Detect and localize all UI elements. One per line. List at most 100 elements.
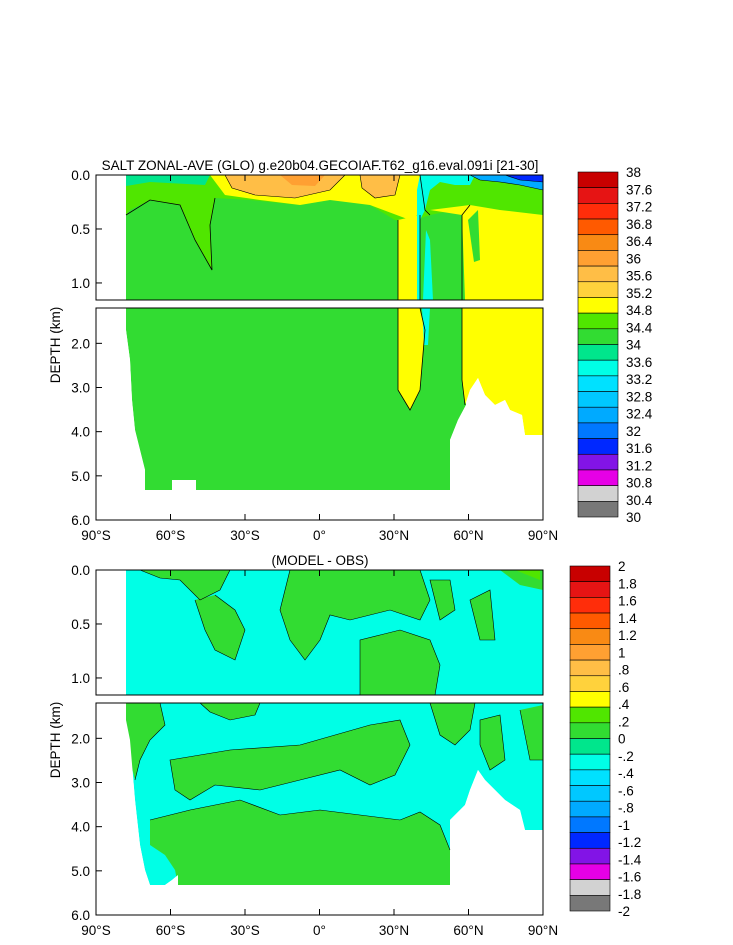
colorbar-swatch xyxy=(577,359,619,377)
x-tick-label: 0° xyxy=(313,528,326,543)
x-tick-label: 30°S xyxy=(230,923,259,938)
colorbar-label: 30.4 xyxy=(626,493,653,508)
colorbar-swatch xyxy=(577,187,619,204)
colorbar-swatch xyxy=(569,800,611,818)
salinity-axes: 90°S 60°S 30°S 0° 30°N 60°N 90°N 0.0 0.5 1.0 2.0 3.… xyxy=(71,168,558,543)
y-tick-label: 3.0 xyxy=(71,381,90,396)
y-tick-label: 0.0 xyxy=(71,168,90,183)
colorbar-swatch xyxy=(569,597,611,614)
colorbar-swatch xyxy=(577,469,619,486)
colorbar-swatch xyxy=(569,628,611,645)
x-tick-label: 90°N xyxy=(528,923,558,938)
colorbar-swatch xyxy=(577,453,619,471)
y-tick-label: 1.0 xyxy=(71,671,90,686)
colorbar-label: -1.4 xyxy=(618,852,642,867)
colorbar-label: 32.8 xyxy=(626,389,652,404)
y-tick-label: 6.0 xyxy=(71,908,90,923)
x-tick-label: 30°N xyxy=(379,923,409,938)
colorbar-swatch xyxy=(569,565,611,582)
colorbar-swatch xyxy=(569,644,611,661)
salinity-colorbar: 38 37.6 37.2 36.8 36.4 36 35.6 35.2 34.8 34.4 34 33… xyxy=(577,165,653,525)
colorbar-swatch xyxy=(569,706,611,724)
colorbar-swatch xyxy=(577,391,619,408)
colorbar-label: 1.4 xyxy=(618,611,637,626)
colorbar-label: 36.4 xyxy=(626,234,653,249)
y-tick-label: 0.5 xyxy=(71,617,90,632)
colorbar-label: 1.6 xyxy=(618,594,637,609)
colorbar-swatch xyxy=(577,234,619,251)
colorbar-label: -.6 xyxy=(618,783,634,798)
salinity-title: SALT ZONAL-AVE (GLO) g.e20b04.GECOIAF.T6… xyxy=(102,158,539,173)
colorbar-swatch xyxy=(569,832,611,849)
colorbar-label: -1.8 xyxy=(618,887,641,902)
difference-ylabel: DEPTH (km) xyxy=(48,702,63,779)
x-tick-label: 30°N xyxy=(379,528,409,543)
colorbar-swatch xyxy=(569,753,611,771)
colorbar-label: .8 xyxy=(618,663,629,678)
y-tick-label: 4.0 xyxy=(71,425,90,440)
difference-title: (MODEL - OBS) xyxy=(271,553,368,568)
colorbar-swatch xyxy=(577,218,619,236)
colorbar-swatch xyxy=(569,785,611,802)
colorbar-swatch xyxy=(569,895,611,912)
colorbar-label: -.8 xyxy=(618,801,634,816)
y-tick-label: 0.0 xyxy=(71,563,90,578)
colorbar-swatch xyxy=(569,738,611,755)
colorbar-swatch xyxy=(569,722,611,739)
colorbar-label: -1 xyxy=(618,818,630,833)
colorbar-swatch xyxy=(577,265,619,283)
colorbar-label: -.4 xyxy=(618,766,634,781)
colorbar-label: 33.6 xyxy=(626,355,652,370)
colorbar-label: 32 xyxy=(626,424,641,439)
difference-upper-field xyxy=(96,569,543,696)
colorbar-swatch xyxy=(577,203,619,220)
colorbar-label: 37.6 xyxy=(626,182,652,197)
colorbar-label: 1 xyxy=(618,645,626,660)
colorbar-swatch xyxy=(577,328,619,345)
colorbar-label: 35.2 xyxy=(626,286,652,301)
colorbar-label: 2 xyxy=(618,559,626,574)
colorbar-swatch xyxy=(577,281,619,298)
colorbar-swatch xyxy=(569,879,611,896)
colorbar-swatch xyxy=(569,612,611,630)
x-tick-label: 90°N xyxy=(528,528,558,543)
x-tick-label: 90°S xyxy=(81,923,110,938)
y-tick-label: 5.0 xyxy=(71,469,90,484)
colorbar-label: 36.8 xyxy=(626,217,652,232)
colorbar-swatch xyxy=(569,816,611,833)
colorbar-label: -1.2 xyxy=(618,835,641,850)
x-tick-label: 30°S xyxy=(230,528,259,543)
colorbar-label: .2 xyxy=(618,714,629,729)
difference-colorbar: 21.81.61.41.21.8.6.4.20-.2-.4-.6-.8-1-1.… xyxy=(569,559,642,919)
colorbar-swatch xyxy=(577,485,619,502)
difference-lower-field xyxy=(96,702,543,915)
colorbar-label: 38 xyxy=(626,165,641,180)
colorbar-swatch xyxy=(577,422,619,439)
colorbar-label: 34.4 xyxy=(626,320,653,335)
colorbar-label: -2 xyxy=(618,904,630,919)
colorbar-label: -.2 xyxy=(618,749,634,764)
colorbar-label: 0 xyxy=(618,732,626,747)
colorbar-swatch xyxy=(577,250,619,267)
colorbar-label: -1.6 xyxy=(618,870,641,885)
y-tick-label: 1.0 xyxy=(71,276,90,291)
x-tick-label: 90°S xyxy=(81,528,110,543)
colorbar-swatch xyxy=(577,501,619,518)
colorbar-swatch xyxy=(569,659,611,677)
salinity-ylabel: DEPTH (km) xyxy=(48,307,63,384)
colorbar-label: 31.6 xyxy=(626,441,652,456)
colorbar-swatch xyxy=(577,344,619,361)
y-tick-label: 6.0 xyxy=(71,513,90,528)
difference-panel: (MODEL - OBS) xyxy=(48,553,642,938)
colorbar-swatch xyxy=(577,375,619,392)
colorbar-label: 30 xyxy=(626,510,641,525)
colorbar-swatch xyxy=(577,171,619,188)
x-tick-label: 60°S xyxy=(156,528,185,543)
colorbar-label: 36 xyxy=(626,251,641,266)
colorbar-swatch xyxy=(577,297,619,314)
colorbar-swatch xyxy=(577,406,619,424)
colorbar-label: 35.6 xyxy=(626,269,652,284)
colorbar-swatch xyxy=(569,863,611,880)
colorbar-label: .4 xyxy=(618,697,630,712)
